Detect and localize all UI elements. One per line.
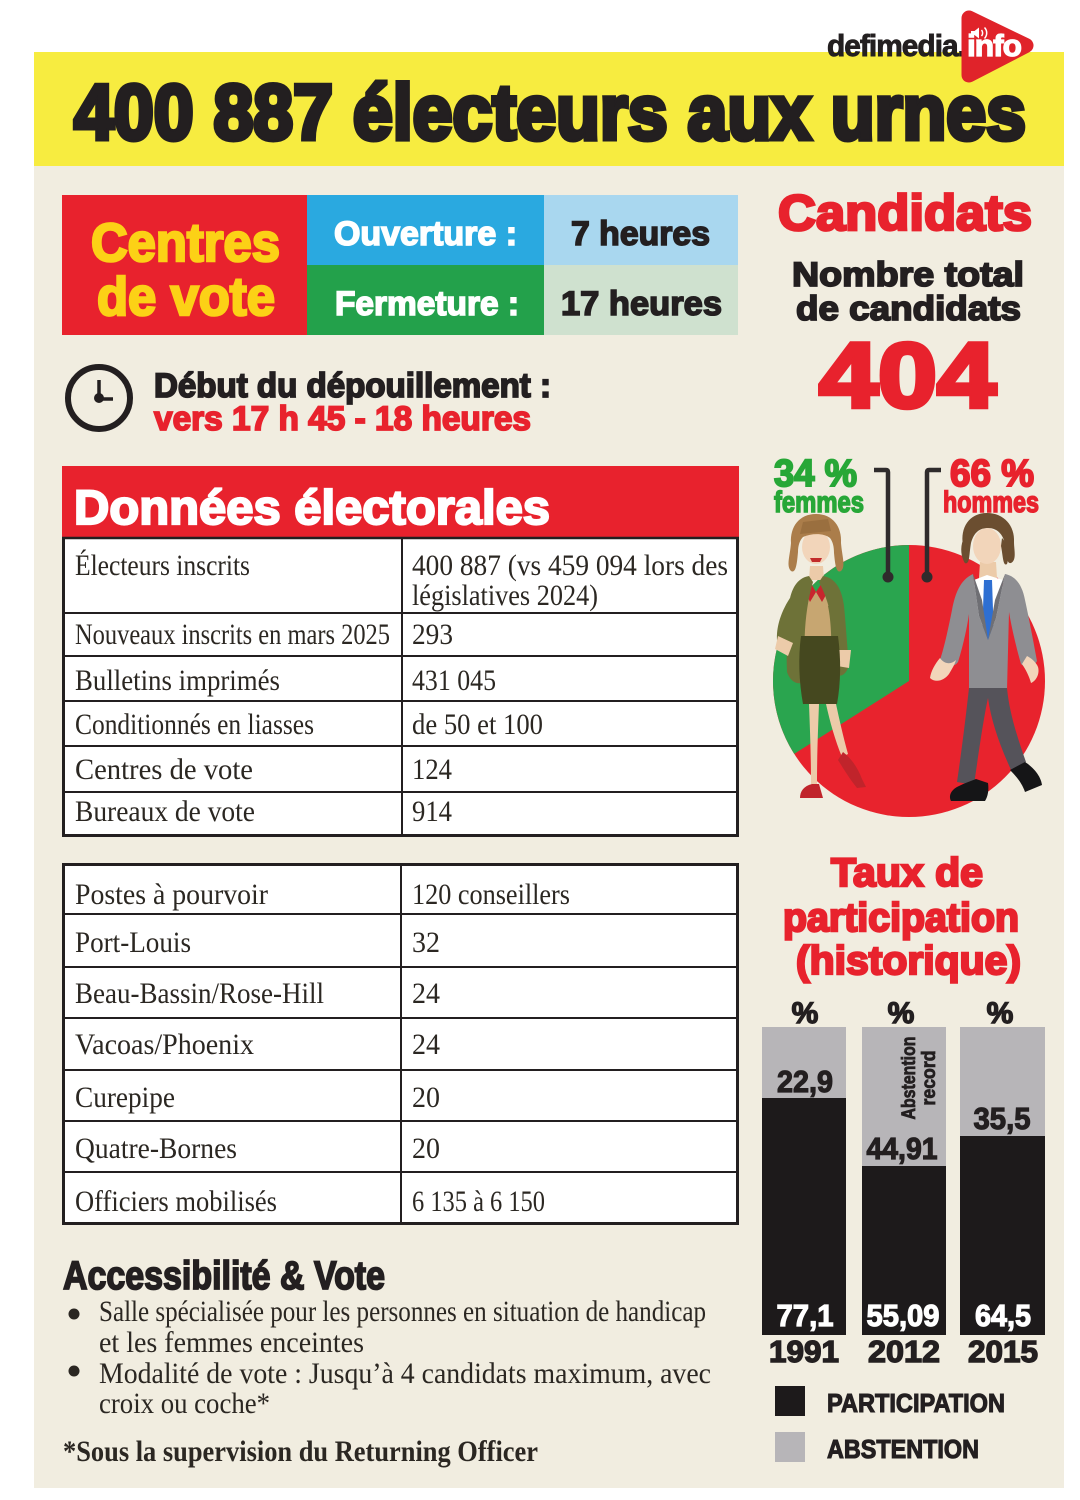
svg-text:de vote: de vote xyxy=(97,267,275,327)
svg-text:Fermeture :: Fermeture : xyxy=(335,285,519,323)
svg-text:34 %: 34 % xyxy=(774,453,857,495)
svg-text:Beau-Bassin/Rose-Hill: Beau-Bassin/Rose-Hill xyxy=(75,977,324,1010)
svg-text:124: 124 xyxy=(412,753,452,786)
svg-text:record: record xyxy=(919,1051,940,1106)
svg-text:%: % xyxy=(792,997,819,1030)
svg-text:Quatre-Bornes: Quatre-Bornes xyxy=(75,1132,237,1165)
svg-text:431 045: 431 045 xyxy=(412,664,496,697)
svg-text:participation: participation xyxy=(783,896,1019,940)
svg-text:législatives 2024): législatives 2024) xyxy=(412,579,598,612)
svg-text:Électeurs inscrits: Électeurs inscrits xyxy=(75,549,250,582)
svg-text:vers 17 h 45 - 18 heures: vers 17 h 45 - 18 heures xyxy=(154,400,531,438)
svg-text:Port-Louis: Port-Louis xyxy=(75,926,191,959)
svg-text:Taux de: Taux de xyxy=(831,851,983,895)
svg-text:defimedia.: defimedia. xyxy=(827,28,965,63)
svg-text:et les femmes enceintes: et les femmes enceintes xyxy=(99,1326,364,1359)
svg-text:Bulletins imprimés: Bulletins imprimés xyxy=(75,664,280,697)
svg-text:293: 293 xyxy=(412,618,453,651)
svg-text:2012: 2012 xyxy=(868,1334,940,1369)
svg-text:Début du dépouillement :: Début du dépouillement : xyxy=(154,367,551,405)
svg-text:Abstention: Abstention xyxy=(899,1037,920,1120)
svg-text:Postes à pourvoir: Postes à pourvoir xyxy=(75,878,268,911)
svg-text:Conditionnés en liasses: Conditionnés en liasses xyxy=(75,708,314,741)
svg-text:PARTICIPATION: PARTICIPATION xyxy=(827,1388,1005,1418)
svg-text:77,1: 77,1 xyxy=(777,1298,834,1333)
svg-text:info: info xyxy=(967,28,1021,63)
svg-text:17 heures: 17 heures xyxy=(561,285,722,323)
svg-text:120 conseillers: 120 conseillers xyxy=(412,878,570,911)
svg-text:24: 24 xyxy=(412,1028,440,1061)
svg-text:7 heures: 7 heures xyxy=(571,215,710,253)
svg-text:1991: 1991 xyxy=(769,1334,839,1369)
svg-text:Curepipe: Curepipe xyxy=(75,1081,175,1114)
svg-text:Nombre total: Nombre total xyxy=(792,256,1024,294)
svg-text:55,09: 55,09 xyxy=(867,1298,940,1333)
svg-text:400 887 électeurs aux urnes: 400 887 électeurs aux urnes xyxy=(74,68,1026,156)
svg-text:35,5: 35,5 xyxy=(974,1101,1031,1136)
svg-text:Officiers mobilisés: Officiers mobilisés xyxy=(75,1185,277,1218)
svg-text:Centres: Centres xyxy=(91,213,280,273)
svg-text:Bureaux de vote: Bureaux de vote xyxy=(75,795,255,828)
svg-text:64,5: 64,5 xyxy=(975,1298,1031,1333)
svg-text:20: 20 xyxy=(412,1081,440,1114)
svg-text:2015: 2015 xyxy=(968,1334,1038,1369)
svg-text:ABSTENTION: ABSTENTION xyxy=(827,1434,979,1464)
svg-text:22,9: 22,9 xyxy=(777,1064,833,1099)
svg-text:*Sous la supervision du Return: *Sous la supervision du Returning Office… xyxy=(63,1435,538,1468)
svg-text:%: % xyxy=(888,997,915,1030)
svg-text:24: 24 xyxy=(412,977,440,1010)
svg-text:%: % xyxy=(987,997,1014,1030)
svg-text:32: 32 xyxy=(412,926,440,959)
svg-text:(historique): (historique) xyxy=(796,939,1021,983)
svg-text:20: 20 xyxy=(412,1132,440,1165)
svg-text:de candidats: de candidats xyxy=(796,290,1021,328)
svg-text:Salle spécialisée pour les per: Salle spécialisée pour les personnes en … xyxy=(99,1295,706,1328)
svg-text:44,91: 44,91 xyxy=(867,1131,938,1166)
svg-text:66 %: 66 % xyxy=(950,453,1034,495)
svg-text:croix ou coche*: croix ou coche* xyxy=(99,1387,270,1420)
svg-text:Nouveaux inscrits en mars 2025: Nouveaux inscrits en mars 2025 xyxy=(75,618,390,651)
svg-text:914: 914 xyxy=(412,795,452,828)
svg-text:Vacoas/Phoenix: Vacoas/Phoenix xyxy=(75,1028,254,1061)
svg-text:Modalité de vote : Jusqu’à 4 c: Modalité de vote : Jusqu’à 4 candidats m… xyxy=(99,1357,711,1390)
svg-text:Données électorales: Données électorales xyxy=(74,482,550,535)
svg-text:Accessibilité & Vote: Accessibilité & Vote xyxy=(63,1254,385,1298)
svg-text:femmes: femmes xyxy=(774,486,864,519)
svg-text:Candidats: Candidats xyxy=(778,185,1032,241)
svg-text:de 50 et 100: de 50 et 100 xyxy=(412,708,543,741)
svg-text:6 135 à 6 150: 6 135 à 6 150 xyxy=(412,1185,545,1218)
svg-text:400 887 (vs 459 094 lors des: 400 887 (vs 459 094 lors des xyxy=(412,549,728,582)
svg-text:Centres de vote: Centres de vote xyxy=(75,753,253,786)
svg-text:404: 404 xyxy=(819,325,996,427)
svg-text:Ouverture :: Ouverture : xyxy=(334,215,517,253)
